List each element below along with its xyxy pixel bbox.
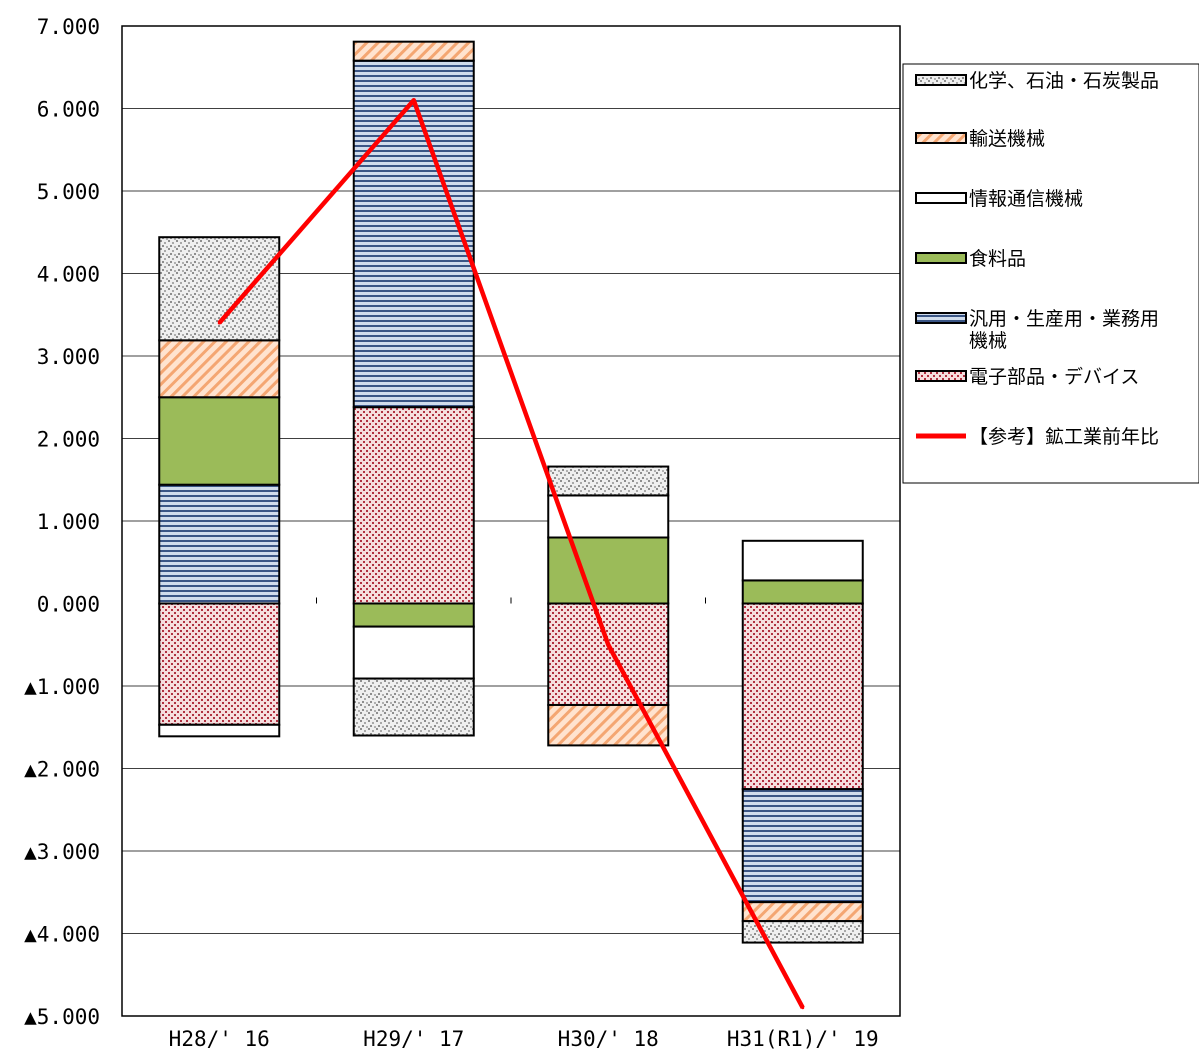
legend-label-5: 電子部品・デバイス xyxy=(969,366,1139,388)
bar-segment-s0-c3 xyxy=(741,602,864,791)
reference-line-series xyxy=(217,98,805,1010)
legend-label-2: 情報通信機械 xyxy=(969,188,1083,210)
line-point-0 xyxy=(217,321,221,325)
bar-segment-s3-c0 xyxy=(158,723,281,738)
bar-segment-s2-c0 xyxy=(158,396,281,486)
legend-swatch-3 xyxy=(915,252,967,264)
bar-segment-s2-c3 xyxy=(741,579,864,605)
bar-segment-s4-c1 xyxy=(352,40,475,62)
y-tick-label: 7.000 xyxy=(37,15,100,39)
bar-segment-s4-c3 xyxy=(741,901,864,923)
zero-axis-ticks xyxy=(316,597,706,604)
category-label: H28/' 16 xyxy=(169,1027,270,1051)
y-axis-tick-labels: 7.000 6.000 5.000 4.000 3.000 2.000 1.000 0.000… xyxy=(24,15,100,1029)
y-tick-label: 1.000 xyxy=(37,510,100,534)
bar-segment-s0-c1 xyxy=(352,406,475,605)
line-point-3 xyxy=(801,1006,805,1010)
legend-swatch-2 xyxy=(915,192,967,204)
legend-swatch-5 xyxy=(915,370,967,382)
bar-segment-s2-c1 xyxy=(352,602,475,628)
y-tick-label: ▲5.000 xyxy=(24,1005,100,1029)
y-tick-label: 6.000 xyxy=(37,98,100,122)
category-label: H30/' 18 xyxy=(558,1027,659,1051)
legend-label-3: 食料品 xyxy=(969,248,1026,270)
bar-segment-s1-c1 xyxy=(352,59,475,409)
x-axis-category-labels: H28/' 16 H29/' 17 H30/' 18 H31(R1)/' 19 xyxy=(169,1027,879,1051)
y-tick-label: ▲2.000 xyxy=(24,758,100,782)
line-reference xyxy=(217,98,805,1009)
bars xyxy=(158,40,864,944)
bar-segment-s5-c2 xyxy=(547,465,670,497)
legend-box xyxy=(902,63,1199,484)
y-tick-label: 3.000 xyxy=(37,345,100,369)
bar-segment-s0-c0 xyxy=(158,602,281,726)
legend-label-1: 輸送機械 xyxy=(969,128,1045,150)
legend: 化学、石油・石炭製品輸送機械情報通信機械食料品汎用・生産用・業務用機械電子部品・… xyxy=(902,63,1199,484)
y-tick-label: ▲1.000 xyxy=(24,675,100,699)
category-label: H31(R1)/' 19 xyxy=(727,1027,879,1051)
bar-segment-s3-c3 xyxy=(741,539,864,582)
legend-swatch-4 xyxy=(915,312,967,324)
bar-segment-s5-c3 xyxy=(741,920,864,944)
legend-swatch-0 xyxy=(915,74,967,86)
y-tick-label: 4.000 xyxy=(37,263,100,287)
legend-label-0: 化学、石油・石炭製品 xyxy=(969,70,1159,92)
legend-label-6: 【参考】鉱工業前年比 xyxy=(969,426,1159,448)
bar-segment-s1-c0 xyxy=(158,483,281,605)
bar-segment-s0-c2 xyxy=(547,602,670,706)
bar-segment-s5-c0 xyxy=(158,236,281,342)
bar-segment-s5-c1 xyxy=(352,677,475,737)
bar-segment-s4-c2 xyxy=(547,703,670,747)
bar-segment-s1-c3 xyxy=(741,788,864,904)
y-tick-label: ▲3.000 xyxy=(24,840,100,864)
plot-area-border xyxy=(121,25,901,1017)
legend-label-4: 汎用・生産用・業務用機械 xyxy=(969,308,1159,352)
y-tick-label: ▲4.000 xyxy=(24,923,100,947)
y-tick-label: 5.000 xyxy=(37,180,100,204)
bar-segment-s4-c0 xyxy=(158,339,281,399)
line-point-2 xyxy=(606,643,610,647)
bar-segment-s3-c1 xyxy=(352,625,475,680)
category-label: H29/' 17 xyxy=(363,1027,464,1051)
bar-segment-s2-c2 xyxy=(547,536,670,605)
legend-swatch-1 xyxy=(915,132,967,144)
y-tick-label: 0.000 xyxy=(37,593,100,617)
y-tick-label: 2.000 xyxy=(37,428,100,452)
line-point-1 xyxy=(412,98,416,102)
